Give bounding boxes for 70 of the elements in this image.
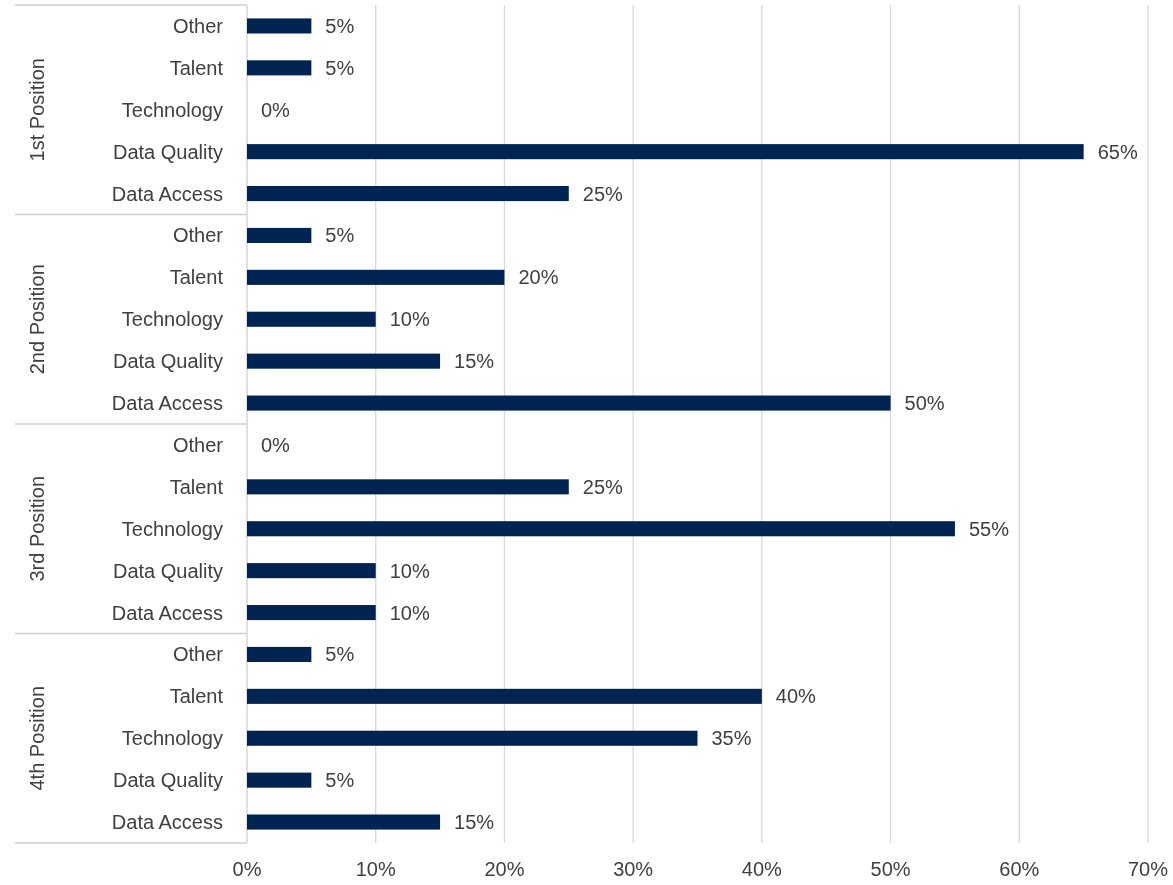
text: 3rd Position [26,475,48,582]
x-tick-label: 20% [484,858,525,880]
data-label: 15% [454,811,495,834]
bar [247,814,441,830]
x-tick-label: 50% [870,858,911,880]
data-label: 5% [325,14,355,37]
y-tick-label: Other [172,643,224,666]
y-tick-label: Other [172,14,224,37]
bar [247,353,441,369]
y-tick-label: Data Access [111,811,223,834]
bar [247,311,376,327]
bar [247,730,698,746]
bar [247,772,312,788]
data-label: 55% [968,517,1010,540]
data-label: 40% [775,685,817,708]
y-tick-label: Technology [121,727,223,750]
text: 4th Position [26,685,48,791]
bar [247,563,376,579]
y-tick-label: Technology [121,308,223,331]
data-label: 5% [325,643,355,666]
x-tick-label: 70% [1127,858,1169,880]
bar [247,60,312,76]
data-label: 10% [389,559,430,582]
data-label: 25% [582,182,624,205]
y-tick-label: Technology [121,517,223,540]
data-label: 65% [1097,140,1138,163]
bar [247,227,312,243]
bar [247,186,569,202]
bar [247,646,312,662]
text: 1st Position [26,58,48,162]
y-tick-label: Data Access [111,601,223,624]
y-tick-label: Talent [169,266,224,289]
data-label: 0% [261,433,291,456]
y-tick-label: Talent [169,685,224,708]
x-tick-label: 10% [355,858,396,880]
text: 2nd Position [26,264,48,375]
data-label: 5% [325,769,355,792]
y-tick-label: Other [172,433,224,456]
x-tick-label: 60% [999,858,1040,880]
y-tick-label: Data Quality [112,559,223,582]
bar [247,395,891,411]
data-label: 15% [454,350,495,373]
data-label: 20% [518,266,559,289]
y-tick-label: Other [172,224,224,247]
data-label: 10% [389,308,430,331]
y-tick-label: Data Access [111,182,223,205]
bar [247,479,569,495]
y-tick-label: Data Quality [112,769,223,792]
bar [247,521,955,537]
bar [247,605,376,621]
bar [247,18,312,34]
bar [247,269,505,285]
x-tick-label: 30% [613,858,654,880]
data-label: 35% [711,727,752,750]
data-label: 5% [325,224,355,247]
y-tick-label: Talent [169,56,224,79]
data-label: 10% [389,601,430,624]
y-tick-label: Technology [121,98,223,121]
bar [247,144,1084,160]
data-label: 5% [325,56,355,79]
x-tick-label: 0% [232,858,262,880]
y-tick-label: Data Access [111,392,223,415]
y-tick-label: Data Quality [112,350,223,373]
data-label: 50% [904,392,945,415]
data-label: 0% [261,98,291,121]
data-label: 25% [582,475,624,498]
bar [247,688,762,704]
y-tick-label: Data Quality [112,140,223,163]
x-tick-label: 40% [741,858,783,880]
y-tick-label: Talent [169,475,224,498]
